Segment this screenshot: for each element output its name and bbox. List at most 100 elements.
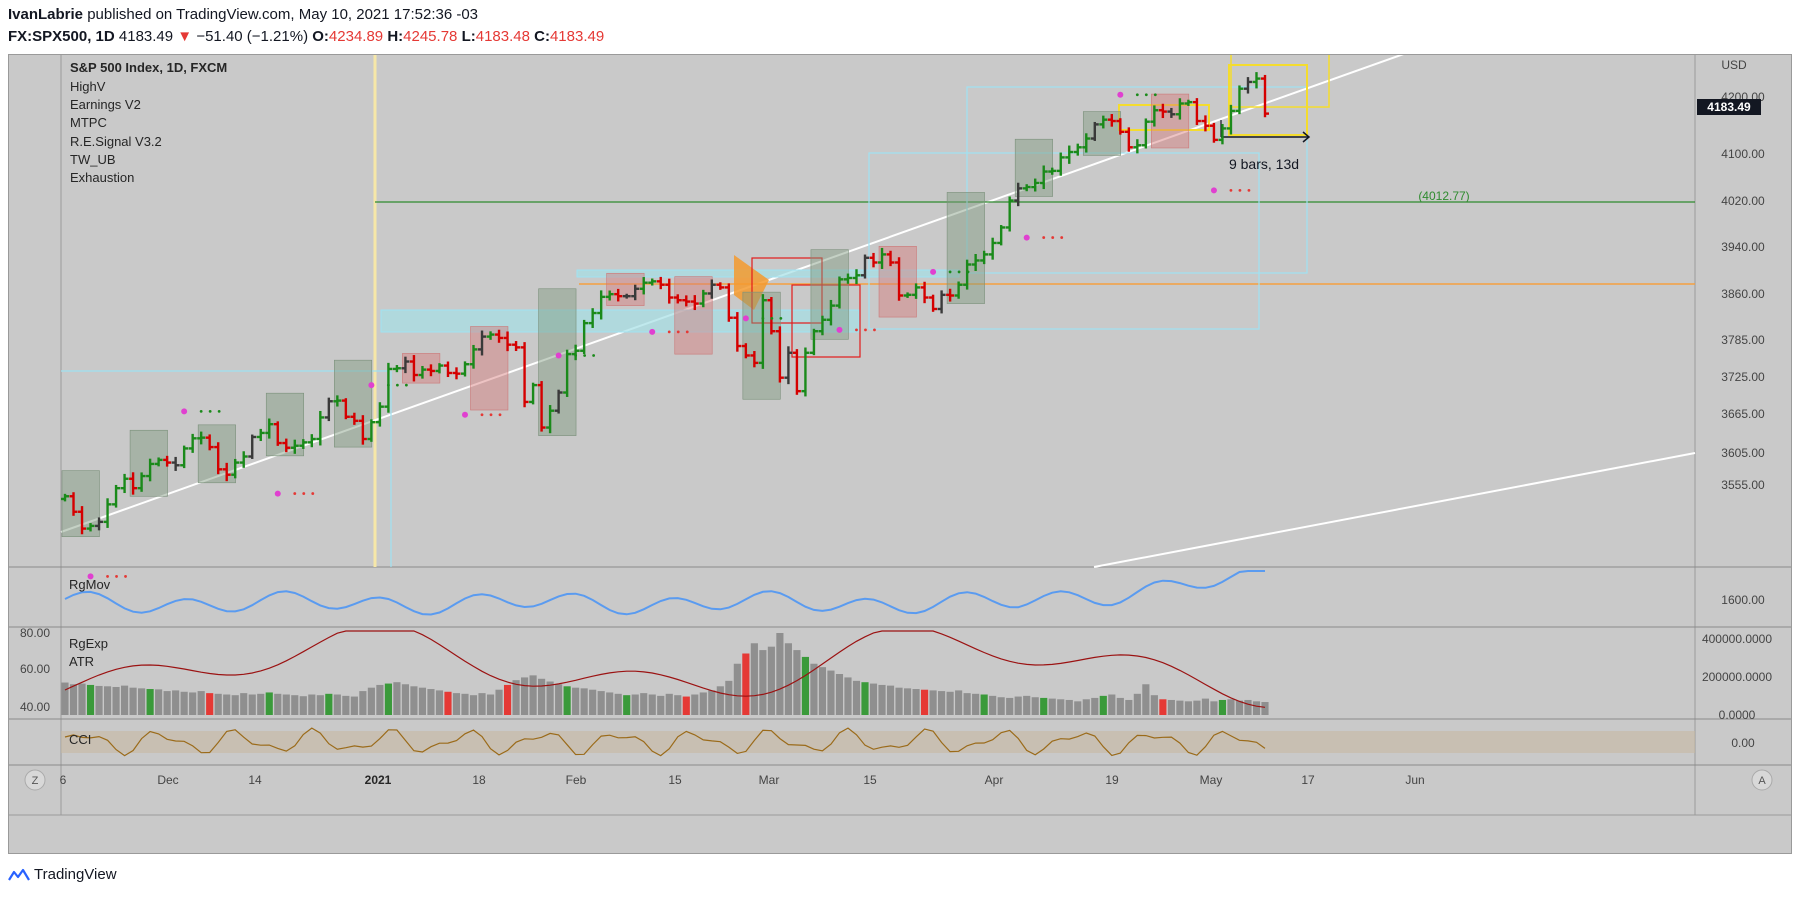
ohlc-bar xyxy=(597,290,606,320)
ohlc-bar xyxy=(1158,103,1167,119)
signal-dot xyxy=(742,315,749,322)
volume-bar xyxy=(1193,700,1201,715)
volume-bar xyxy=(572,687,580,715)
open-value: 4234.89 xyxy=(328,28,384,45)
volume-bar xyxy=(503,684,512,715)
volume-bar xyxy=(86,684,95,715)
time-tick: 18 xyxy=(472,773,486,787)
ohlc-bar xyxy=(631,284,640,301)
ohlc-bar xyxy=(954,281,963,299)
ohlc-bar xyxy=(1243,77,1252,94)
volume-bar xyxy=(69,684,78,715)
legend-indicator[interactable]: Exhaustion xyxy=(70,170,134,185)
ohlc-bar xyxy=(367,419,376,442)
time-tick: May xyxy=(1200,773,1223,787)
ohlc-bar xyxy=(384,362,393,413)
ohlc-bar xyxy=(656,276,665,290)
ohlc-bar xyxy=(537,381,546,432)
volume-bar xyxy=(1252,701,1261,715)
ohlc-bar xyxy=(197,431,206,445)
signal-dot-trail xyxy=(957,270,961,274)
ohlc-bar xyxy=(316,410,325,446)
footer[interactable]: TradingView xyxy=(8,866,117,883)
legend-indicator[interactable]: R.E.Signal V3.2 xyxy=(70,134,162,149)
volume-bar xyxy=(1074,701,1082,715)
volume-bar xyxy=(1031,697,1039,715)
legend-title[interactable]: S&P 500 Index, 1D, FXCM xyxy=(70,60,227,75)
signal-dot xyxy=(274,490,281,497)
ohlc-bar xyxy=(95,517,104,531)
ohlc-bar xyxy=(426,364,435,377)
signal-dot-trail xyxy=(498,413,502,417)
volume-bar xyxy=(197,691,205,715)
price-tick: 3605.00 xyxy=(1721,446,1765,460)
volume-bar xyxy=(1167,699,1175,715)
down-arrow-icon: ▼ xyxy=(177,28,193,45)
volume-bar xyxy=(759,650,767,715)
author-name[interactable]: IvanLabrie xyxy=(8,6,84,23)
signal-box xyxy=(538,288,577,436)
volume-bar xyxy=(1040,697,1048,715)
signal-dot xyxy=(836,326,843,333)
ohlc-bar xyxy=(1201,115,1210,132)
signal-dot-trail xyxy=(761,317,765,320)
volume-bar xyxy=(674,695,682,715)
signal-dot xyxy=(649,328,656,335)
cci-title[interactable]: CCI xyxy=(69,732,91,747)
volume-bar xyxy=(1244,699,1252,715)
ohlc-bar xyxy=(461,361,469,377)
ohlc-bar xyxy=(86,523,95,532)
volume-bar xyxy=(61,682,69,715)
signal-dot-trail xyxy=(592,354,596,357)
signal-dot-trail xyxy=(574,354,578,357)
ohlc-bar xyxy=(809,328,818,356)
legend-indicator[interactable]: HighV xyxy=(70,79,106,94)
time-axis[interactable]: 6 Dec 14 2021 18 Feb 15 Mar 15 Apr 19 Ma… xyxy=(60,773,1425,787)
price-tick: 3785.00 xyxy=(1721,333,1765,347)
ohlc-bar xyxy=(103,498,112,528)
volume-bar xyxy=(997,697,1005,715)
signal-dot-trail xyxy=(386,383,390,387)
ohlc-bar xyxy=(478,330,487,356)
ohlc-bar xyxy=(724,283,733,322)
legend-indicator[interactable]: Earnings V2 xyxy=(70,97,141,112)
price-change: −51.40 (−1.21%) xyxy=(196,28,309,45)
volume-bar xyxy=(163,691,171,715)
volume-bar xyxy=(478,693,486,715)
signal-dot xyxy=(87,573,94,580)
auto-scale-right-button[interactable] xyxy=(1751,769,1773,791)
price-axis[interactable]: USD 4200.00 4100.00 4020.00 3940.00 3860… xyxy=(1229,58,1765,492)
signal-box xyxy=(1082,111,1122,156)
signal-dot-trail xyxy=(489,413,493,417)
price-tick: 3725.00 xyxy=(1721,370,1765,384)
ohlc-bar xyxy=(895,257,904,301)
volume-bar xyxy=(946,691,954,715)
trendline-lower xyxy=(1093,452,1696,568)
volume-bar xyxy=(240,693,248,715)
volume-bar xyxy=(1261,702,1269,715)
volume-bar xyxy=(972,693,980,715)
tradingview-logo-icon xyxy=(8,868,30,881)
atr-title[interactable]: ATR xyxy=(69,654,94,669)
legend-indicator[interactable]: TW_UB xyxy=(70,152,116,167)
ohlc-bar xyxy=(801,347,810,397)
signal-dot-trail xyxy=(106,575,109,578)
auto-scale-left-button[interactable] xyxy=(24,769,46,791)
signal-dot-trail xyxy=(1153,93,1157,97)
chart-container[interactable]: S&P 500 Index, 1D, FXCM HighV Earnings V… xyxy=(8,44,1792,854)
volume-bar xyxy=(801,656,809,715)
time-tick: 2021 xyxy=(365,773,392,787)
ohlc-bar xyxy=(571,344,580,361)
rgexp-title[interactable]: RgExp xyxy=(69,636,108,651)
volume-bar xyxy=(750,643,758,715)
signal-dot-trail xyxy=(395,383,399,387)
signal-dot-trail xyxy=(311,492,315,495)
ohlc-bar xyxy=(61,493,69,502)
chart-svg[interactable]: S&P 500 Index, 1D, FXCM HighV Earnings V… xyxy=(9,44,1791,853)
rgmov-title[interactable]: RgMov xyxy=(69,577,111,592)
ohlc-bar xyxy=(78,506,87,535)
signal-dot-trail xyxy=(404,383,408,387)
signal-dot-trail xyxy=(199,409,203,413)
legend-indicator[interactable]: MTPC xyxy=(70,115,107,130)
ohlc-bar xyxy=(971,254,980,271)
